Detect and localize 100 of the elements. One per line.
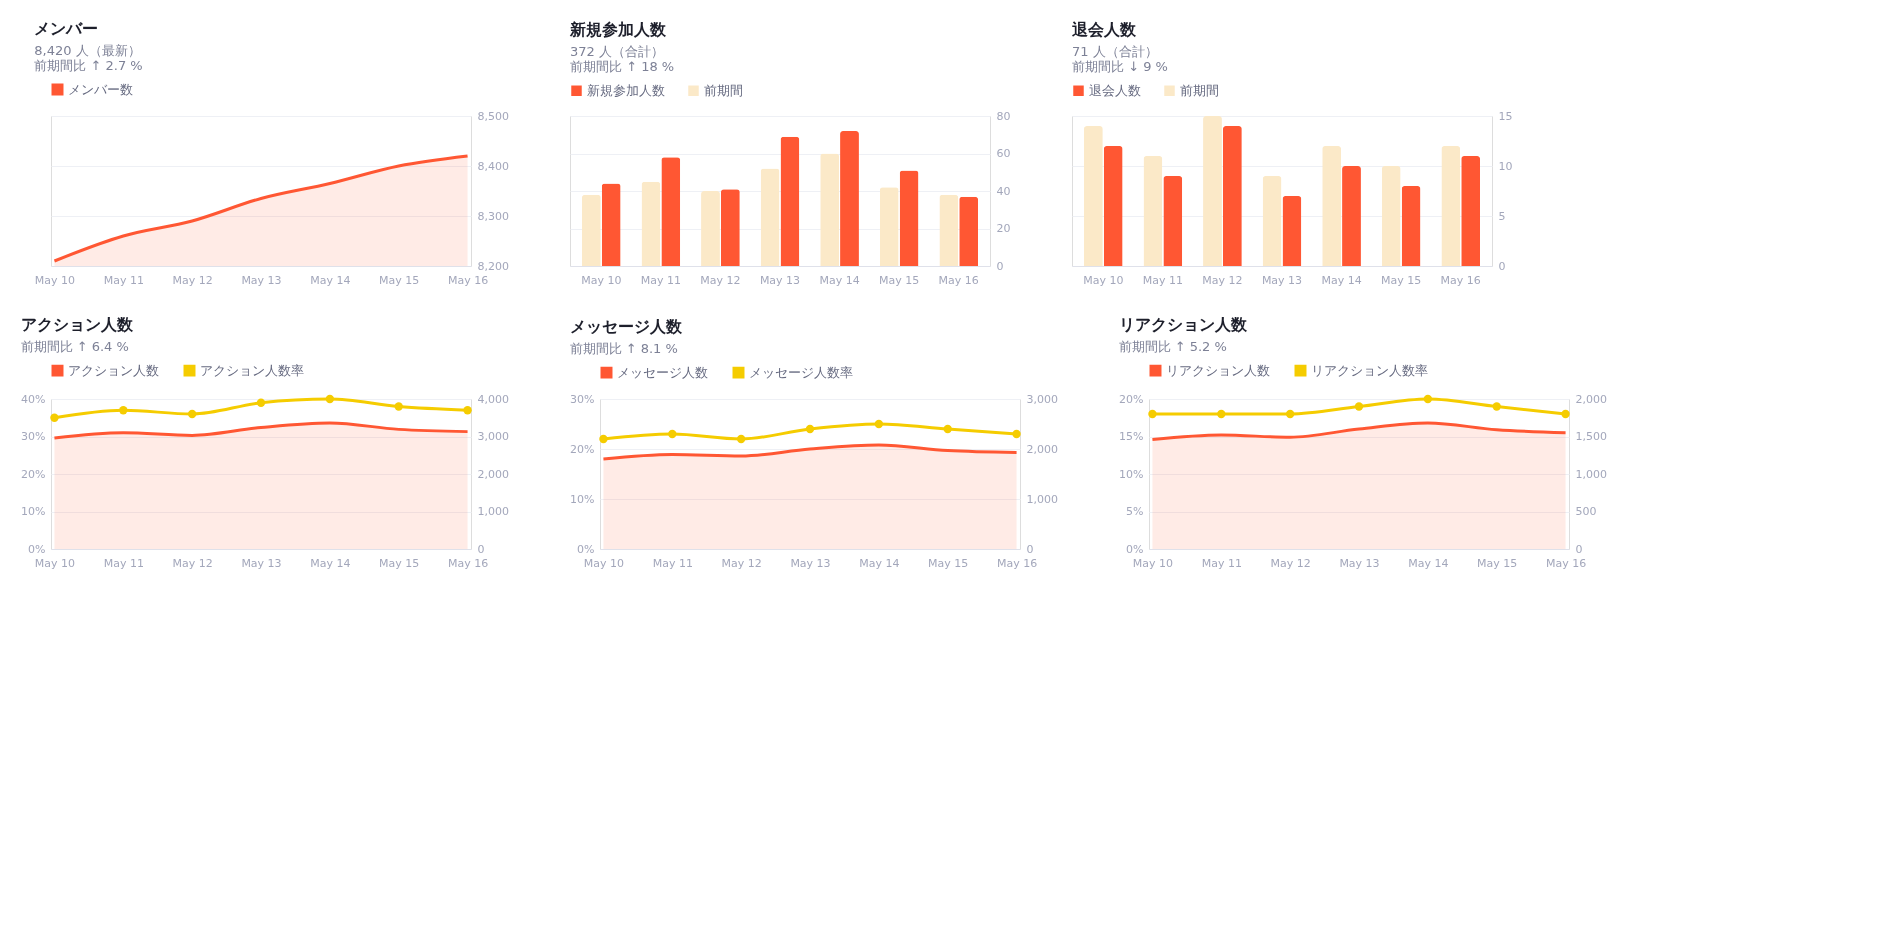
x-tick-label: May 16 [447,556,489,570]
point [668,429,677,439]
y-tick-label: 15 [1498,109,1513,123]
y-tick-label: 0 [1498,259,1506,273]
text: 前期間比 ↑ 8.1 % [569,341,678,356]
x-tick-label: May 11 [1201,556,1242,570]
bar [1262,176,1282,266]
point [1423,394,1433,404]
x-tick-label: May 13 [1261,273,1303,287]
chart-subtitle: 372 人（合計） [570,44,664,59]
legend-label: メンバー数 [68,81,133,97]
chart-subtitle: 8,420 人（最新） [34,43,141,58]
y2-tick-label: 1,500 [1575,430,1607,443]
x-tick-label: May 13 [790,556,831,570]
chart-title: 新規参加人数 [569,20,667,39]
y2-tick-label: 4,000 [477,392,509,406]
x-tick-label: May 14 [819,273,860,287]
y-tick-label: 20% [570,442,595,456]
chart-title: メンバー [34,19,99,38]
y2-tick-label: 1,000 [477,505,509,518]
y2-tick-label: 2,000 [477,467,509,481]
x-tick-label: May 13 [1339,556,1380,570]
chart-title: リアクション人数 [1118,315,1248,334]
y-tick-label: 0% [1126,542,1144,556]
bar [780,136,800,266]
text: 前期間比 ↓ 9 % [1072,59,1168,74]
bar [939,194,959,266]
chart-title: メッセージ人数 [569,317,683,336]
y2-tick-label: 1,000 [1026,492,1058,506]
y-tick-label: 10% [21,505,46,518]
point [1012,429,1021,439]
x-tick-label: May 16 [938,273,979,287]
bar [641,181,661,266]
x-tick-label: May 11 [652,556,693,570]
x-tick-label: May 14 [1408,556,1449,570]
bar [840,131,859,266]
bar [959,196,979,266]
y-tick-label: 8,200 [477,259,509,273]
x-tick-label: May 12 [700,273,741,287]
y-tick-label: 60 [996,147,1011,160]
legend-label: 新規参加人数 [587,82,665,98]
y-tick-label: 10 [1498,159,1513,173]
x-tick-label: May 12 [172,273,213,287]
bar [1441,146,1461,266]
point [119,406,128,415]
point [1561,409,1570,419]
bar [1143,156,1163,266]
x-tick-label: May 16 [447,273,489,287]
bar [1461,156,1481,266]
x-tick-label: May 15 [879,273,920,287]
y-tick-label: 0% [577,542,595,556]
x-tick-label: May 13 [241,273,282,287]
x-tick-label: May 16 [1545,556,1587,570]
point [325,394,335,404]
text: 前期間比 ↑ 5.2 % [1118,339,1227,354]
bar [820,153,840,266]
bar [1163,176,1183,266]
y-tick-label: 5% [1126,505,1144,518]
bar [899,170,919,266]
chart-title: アクション人数 [20,315,134,334]
legend-label: リアクション人数 [1166,362,1270,378]
point [463,406,472,415]
chart-title: 退会人数 [1071,20,1137,39]
x-tick-label: May 10 [1083,273,1124,287]
x-tick-label: May 10 [583,556,625,570]
point [805,424,815,434]
x-tick-label: May 15 [379,556,420,570]
legend-label: リアクション人数率 [1311,362,1428,378]
legend-label: 前期間 [704,82,743,98]
y-tick-label: 8,500 [477,109,509,123]
text: 前期間比 ↑ 2.7 % [34,58,143,73]
y-tick-label: 40% [21,392,46,406]
y-tick-label: 5 [1498,209,1506,223]
bar [1322,146,1342,266]
point [394,402,403,411]
point [1285,409,1295,419]
point [1492,402,1501,411]
legend-label: アクション人数率 [200,362,304,378]
x-tick-label: May 16 [1440,273,1481,287]
y-tick-label: 20% [1119,392,1144,406]
x-tick-label: May 10 [581,273,622,287]
point [50,413,59,422]
legend-label: 前期間 [1180,82,1219,98]
y-tick-label: 30% [570,392,595,406]
bar [601,183,621,266]
bar [1203,116,1222,266]
point [736,434,746,444]
bar [720,189,740,266]
y-tick-label: 10% [1119,467,1144,481]
x-tick-label: May 12 [172,556,213,570]
bar [661,157,681,266]
x-tick-label: May 15 [1477,556,1518,570]
bar [701,191,720,266]
y2-tick-label: 3,000 [1026,392,1058,406]
x-tick-label: May 13 [241,556,282,570]
bar [760,168,780,266]
y-tick-label: 40 [996,184,1011,198]
x-tick-label: May 11 [103,556,144,570]
x-tick-label: May 11 [103,273,144,287]
y2-tick-label: 2,000 [1575,392,1607,406]
